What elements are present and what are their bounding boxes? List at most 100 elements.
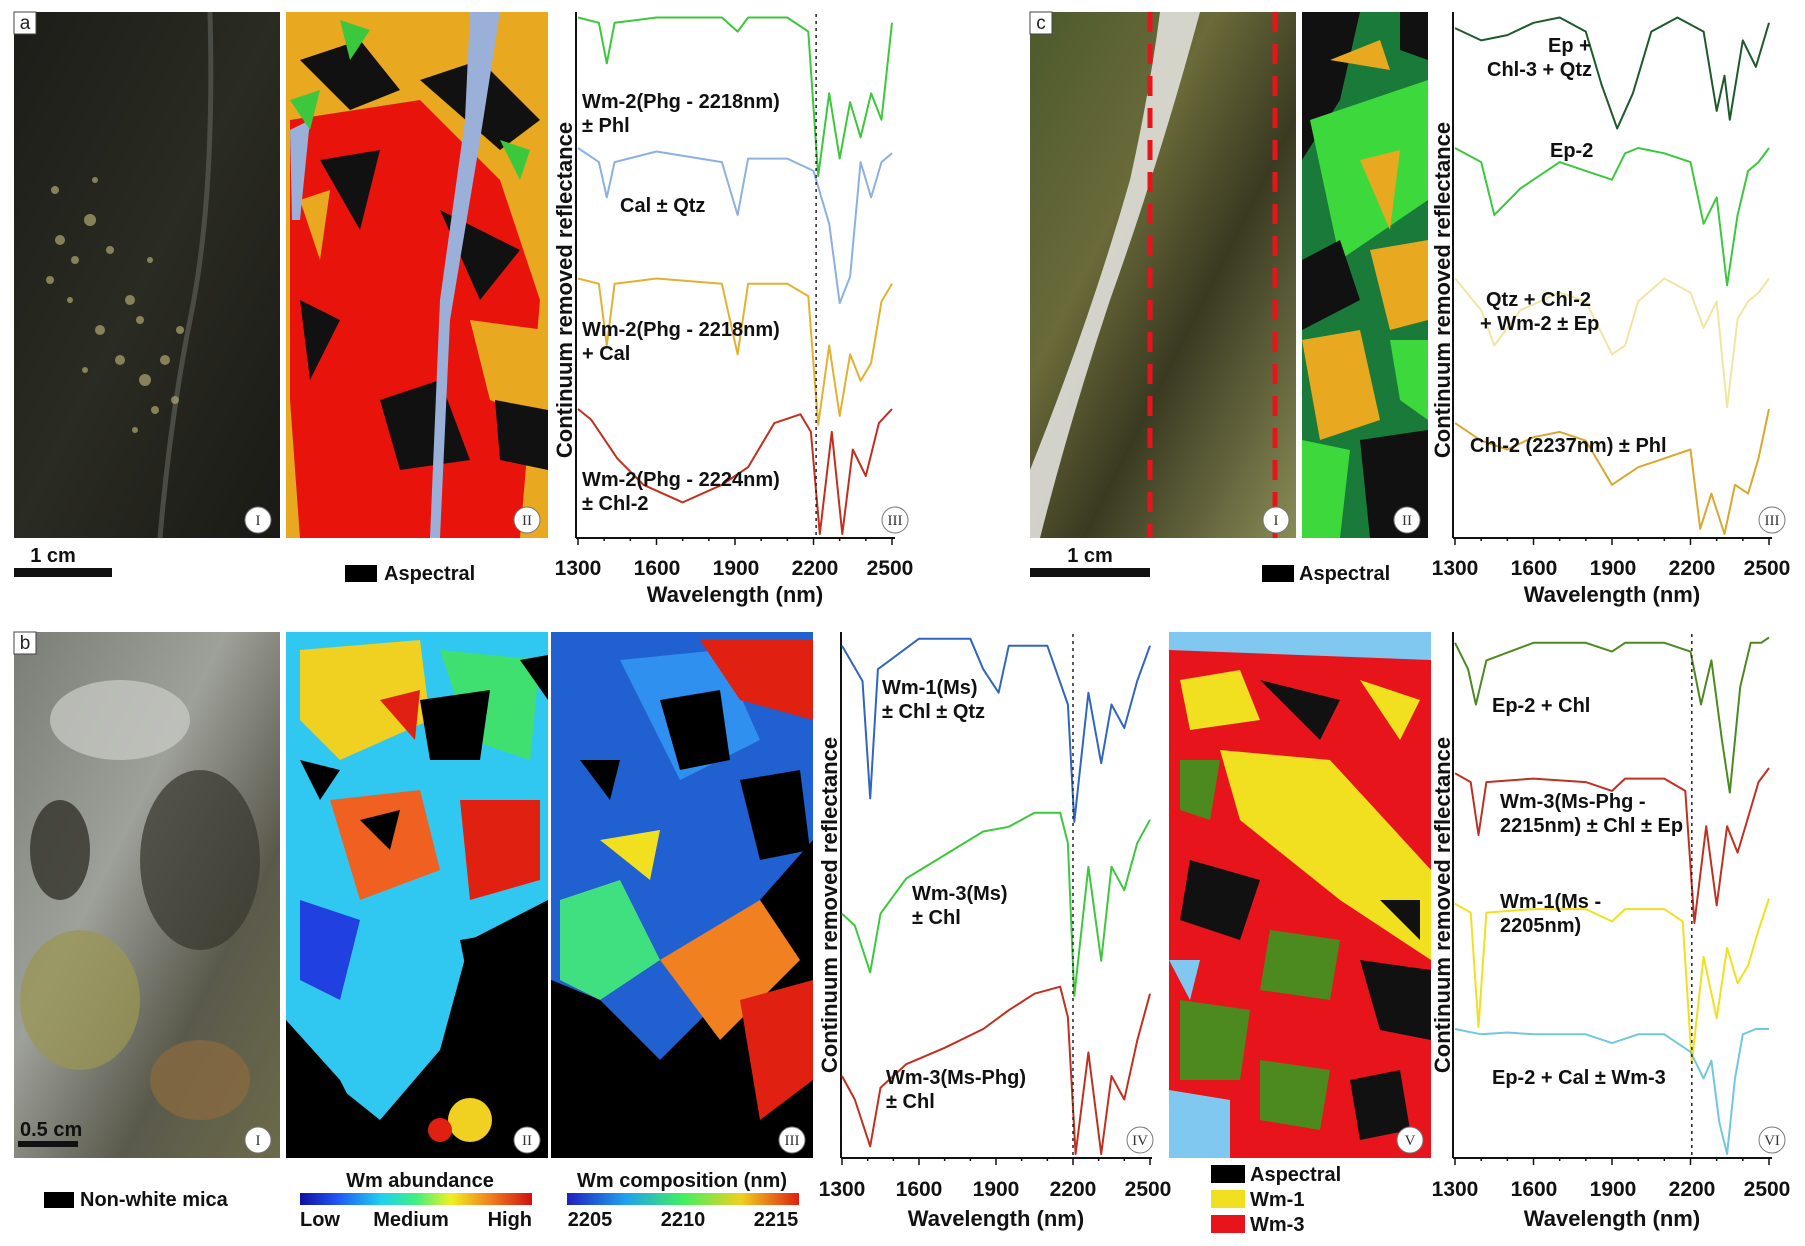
- panel-b4-xtick-1900: 1900: [973, 1178, 1020, 1201]
- panel-b6-xtick-2500: 2500: [1744, 1178, 1791, 1201]
- panel-a-series-2: [577, 147, 893, 305]
- panel-a-label-1-l1: Wm-2(Phg - 2218nm): [582, 91, 780, 113]
- panel-c-scalebar: [1030, 568, 1150, 577]
- panel-c-xtick-2200: 2200: [1669, 557, 1716, 580]
- panel-a-aspectral-swatch: [345, 565, 377, 582]
- panel-a-spectra-chart: Continuum removed reflectance Wavelength…: [552, 12, 913, 607]
- panel-a-scalebar: [14, 568, 112, 577]
- panel-b6-ticks: [1454, 1158, 1770, 1165]
- panel-c-xtick-1900: 1900: [1590, 557, 1637, 580]
- panel-b-roman-1-badge: [244, 1126, 272, 1154]
- panel-c-roman-3: III: [1765, 513, 1780, 529]
- panel-c-xtick-1300: 1300: [1432, 557, 1479, 580]
- panel-b6-xtick-1900: 1900: [1590, 1178, 1637, 1201]
- panel-b-legend-wm1-swatch: [1211, 1190, 1245, 1208]
- panel-b-nonwhite-label: Non-white mica: [80, 1189, 229, 1211]
- panel-b-roman-3-badge: [778, 1126, 806, 1154]
- panel-a-label-3-l1: Wm-2(Phg - 2218nm): [582, 319, 780, 341]
- panel-b-composition-blobs: [551, 632, 813, 1158]
- panel-b-roman-4-badge: [1126, 1126, 1154, 1154]
- panel-b4-xtick-1300: 1300: [819, 1178, 866, 1201]
- panel-a-series: [577, 16, 893, 535]
- panel-b4-label-2-l1: Wm-3(Ms): [912, 883, 1008, 905]
- panel-b6-xtick-1600: 1600: [1511, 1178, 1558, 1201]
- panel-c-xtick-2500: 2500: [1744, 557, 1791, 580]
- panel-b4-label-3-l1: Wm-3(Ms-Phg): [886, 1067, 1026, 1089]
- panel-b-roman-5-badge: [1396, 1126, 1424, 1154]
- panel-a: a I 1 cm II Aspectral: [13, 11, 913, 607]
- panel-b-roman-2: II: [522, 1133, 532, 1149]
- panel-a-speckles: [46, 177, 184, 433]
- panel-b-roman-6: VI: [1764, 1133, 1780, 1149]
- panel-c-aspectral-label: Aspectral: [1299, 563, 1390, 585]
- panel-a-xtick-1900: 1900: [713, 557, 760, 580]
- panel-b-spectra-iv-chart: Continuum removed reflectance Wavelength…: [817, 632, 1171, 1231]
- panel-b-legend-wm3: Wm-3: [1250, 1214, 1304, 1236]
- panel-c-series-4: [1454, 408, 1770, 535]
- panel-b-abundance-low: Low: [300, 1209, 340, 1231]
- panel-a-xtick-1300: 1300: [555, 557, 602, 580]
- panel-a-series-4: [577, 408, 893, 535]
- panel-b-letter-box: [13, 631, 37, 655]
- panel-a-ticks: [577, 538, 893, 545]
- panel-a-xtick-2200: 2200: [792, 557, 839, 580]
- panel-b-legend-wm1: Wm-1: [1250, 1189, 1304, 1211]
- panel-b-scale-label: 0.5 cm: [20, 1119, 82, 1141]
- panel-a-xlabel: Wavelength (nm): [647, 582, 823, 607]
- panel-b6-xtick-1300: 1300: [1432, 1178, 1479, 1201]
- panel-b-roman-2-badge: [513, 1126, 541, 1154]
- panel-c-label-3-l2: + Wm-2 ± Ep: [1480, 313, 1599, 335]
- panel-a-roman-3: III: [888, 513, 903, 529]
- panel-b4-ylabel: Continuum removed reflectance: [817, 737, 842, 1073]
- panel-c-series-2: [1454, 147, 1770, 287]
- panel-b4-series-2: [841, 811, 1151, 997]
- panel-b-legend-aspectral-swatch: [1211, 1165, 1245, 1183]
- panel-b6-label-3-l1: Wm-1(Ms -: [1500, 891, 1601, 913]
- panel-a-series-1: [577, 16, 893, 178]
- panel-c-xlabel: Wavelength (nm): [1524, 582, 1700, 607]
- panel-a-roman-3-badge: [881, 506, 909, 534]
- panel-a-scale-label: 1 cm: [30, 545, 76, 567]
- panel-a-letter-box: [13, 11, 37, 35]
- panel-b-abundance-high: High: [488, 1209, 532, 1231]
- panel-a-core-photo: [14, 12, 280, 538]
- panel-b-scalebar: [18, 1141, 78, 1147]
- panel-a-label-1-l2: ± Phl: [582, 115, 630, 137]
- panel-b6-xlabel: Wavelength (nm): [1524, 1206, 1700, 1231]
- panel-c: c I 1 cm II Aspectral Continuum removed …: [1029, 11, 1790, 607]
- panel-b-abundance-medium: Medium: [373, 1209, 449, 1231]
- panel-b4-xtick-2200: 2200: [1050, 1178, 1097, 1201]
- panel-b-legend-aspectral: Aspectral: [1250, 1164, 1341, 1186]
- panel-b4-ticks: [841, 1158, 1151, 1165]
- panel-c-ticks: [1454, 538, 1770, 545]
- panel-b6-label-3-l2: 2205nm): [1500, 915, 1581, 937]
- panel-c-series-1: [1454, 16, 1770, 130]
- panel-b-composition-colorbar: [567, 1193, 799, 1205]
- panel-c-label-1-l1: Ep +: [1548, 35, 1591, 57]
- panel-c-letter: c: [1036, 13, 1046, 34]
- panel-b: b 0.5 cm I Non-white mica II Wm ab: [13, 631, 1790, 1236]
- panel-b4-label-1-l1: Wm-1(Ms): [882, 677, 978, 699]
- panel-a-label-4-l2: ± Chl-2: [582, 493, 649, 515]
- panel-b6-ylabel: Continuum removed reflectance: [1430, 737, 1455, 1073]
- panel-b4-series: [841, 637, 1151, 1155]
- panel-a-xtick-2500: 2500: [867, 557, 914, 580]
- panel-c-series: [1454, 16, 1770, 535]
- panel-a-aspectral-label: Aspectral: [384, 563, 475, 585]
- panel-c-roman-3-badge: [1758, 506, 1786, 534]
- panel-b4-xtick-2500: 2500: [1125, 1178, 1172, 1201]
- panel-c-label-3-l1: Qtz + Chl-2: [1486, 289, 1591, 311]
- panel-c-series-3: [1454, 277, 1770, 409]
- panel-a-roman-2: II: [522, 513, 532, 529]
- panel-b-spectra-vi-chart: Continuum removed reflectance Wavelength…: [1430, 632, 1790, 1231]
- panel-b-composition-title: Wm composition (nm): [577, 1170, 787, 1192]
- panel-c-roman-2-badge: [1393, 506, 1421, 534]
- panel-a-photo-vein: [157, 11, 214, 539]
- panel-b6-label-4: Ep-2 + Cal ± Wm-3: [1492, 1067, 1666, 1089]
- panel-a-letter: a: [20, 13, 31, 34]
- panel-c-spectra-chart: Continuum removed reflectance Wavelength…: [1430, 12, 1790, 607]
- panel-b6-series-2: [1454, 767, 1770, 925]
- panel-a-ylabel: Continuum removed reflectance: [552, 122, 577, 458]
- panel-c-roman-1-badge: [1262, 506, 1290, 534]
